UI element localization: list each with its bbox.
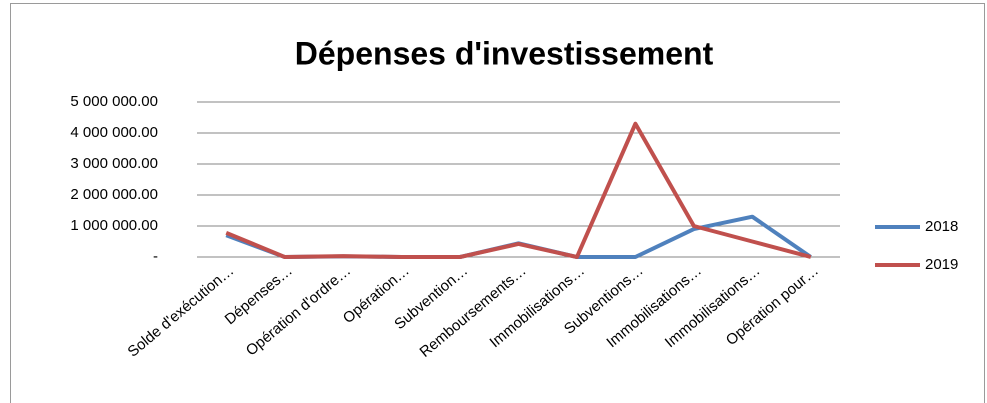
series-line	[225, 121, 812, 259]
y-tick-label: -	[153, 248, 158, 265]
y-tick-label: 1 000 000.00	[70, 217, 158, 234]
y-tick-label: 3 000 000.00	[70, 155, 158, 172]
legend-label: 2019	[925, 256, 958, 273]
legend-label: 2018	[925, 218, 958, 235]
chart-frame	[10, 3, 985, 403]
y-tick-label: 2 000 000.00	[70, 186, 158, 203]
y-tick-label: 5 000 000.00	[70, 93, 158, 110]
chart-title: Dépenses d'investissement	[295, 35, 714, 71]
y-tick-label: 4 000 000.00	[70, 124, 158, 141]
